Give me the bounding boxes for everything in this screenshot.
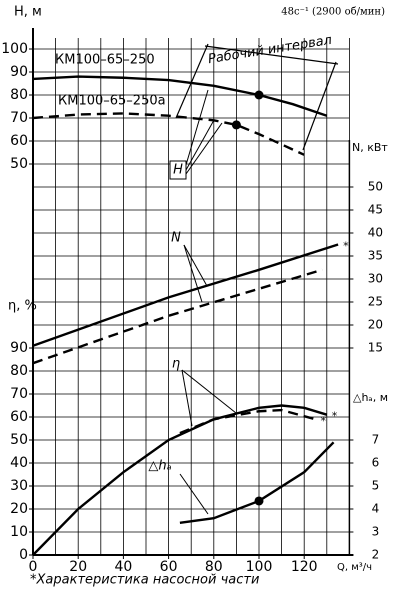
- interval-leg: [175, 43, 209, 119]
- y2-tick-label: 2: [372, 548, 380, 562]
- y-tick-label: 90: [10, 340, 28, 356]
- y-tick-label: 30: [10, 478, 28, 494]
- interval-bracket: [204, 45, 339, 65]
- y-tick-label: 10: [10, 524, 28, 540]
- y-tick-label: 20: [10, 501, 28, 517]
- x-tick-label: 60: [160, 559, 178, 575]
- y-axis-label: H, м: [14, 5, 42, 20]
- y2-tick-label: 5: [372, 479, 380, 493]
- y2-tick-label: 40: [368, 226, 383, 240]
- y-tick-label: 50: [10, 432, 28, 448]
- x-axis-label: Q, м³/ч: [337, 562, 372, 573]
- x-tick-label: 80: [205, 559, 223, 575]
- speed-header: 48c⁻¹ (2900 об/мин): [281, 7, 385, 18]
- curve: [179, 408, 316, 435]
- y2-tick-label: 6: [372, 456, 380, 470]
- y-axis-label: η, %: [8, 299, 37, 314]
- y2-tick-label: 7: [372, 433, 380, 447]
- annotation: Рабочий интервал: [207, 33, 333, 67]
- arrow: [181, 369, 193, 427]
- y-tick-label: 80: [10, 363, 28, 379]
- curve: [32, 75, 328, 117]
- y2-tick-label: 4: [372, 502, 380, 516]
- grid: [32, 38, 350, 556]
- y-tick-label: 0: [19, 547, 28, 563]
- arrow: [183, 244, 203, 303]
- y2-tick-label: 20: [368, 318, 383, 332]
- operating-point: [231, 120, 241, 130]
- x-tick-label: 120: [291, 559, 318, 575]
- y-tick-label: 70: [10, 110, 28, 126]
- curve: [32, 268, 323, 365]
- y-tick-label: 100: [1, 41, 28, 57]
- interval-leg: [302, 61, 337, 151]
- annotation: η: [172, 357, 180, 372]
- footnote: *Характеристика насосной части: [30, 573, 259, 588]
- curve: [32, 243, 339, 347]
- y2-tick-label: 50: [368, 180, 383, 194]
- arrow: [185, 119, 215, 171]
- y-tick-label: 50: [10, 156, 28, 172]
- arrow: [185, 122, 223, 175]
- annotation: H: [173, 163, 183, 178]
- y-tick-label: 60: [10, 133, 28, 149]
- curve: [32, 404, 328, 556]
- y-tick-label: 70: [10, 386, 28, 402]
- y2-tick-label: 45: [368, 203, 383, 217]
- operating-point: [254, 496, 264, 506]
- annotation: N: [171, 231, 181, 246]
- y-tick-label: 90: [10, 64, 28, 80]
- curve: [32, 112, 305, 156]
- annotation: △hₐ: [148, 459, 171, 474]
- end-mark: *: [332, 410, 338, 423]
- arrow: [181, 369, 237, 414]
- x-tick-label: 0: [29, 559, 38, 575]
- y-tick-label: 60: [10, 409, 28, 425]
- series-label: КМ100–65–250а: [58, 94, 166, 109]
- y-tick-label: 40: [10, 455, 28, 471]
- y-tick-label: 80: [10, 87, 28, 103]
- y-axis-label: N, кВт: [352, 141, 388, 154]
- y2-tick-label: 3: [372, 525, 380, 539]
- series-label: КМ100–65–250: [55, 53, 155, 68]
- end-mark: *: [321, 414, 327, 427]
- curve: [179, 441, 335, 524]
- arrow: [179, 473, 209, 515]
- x-tick-label: 20: [69, 559, 87, 575]
- x-tick-label: 100: [246, 559, 273, 575]
- x-tick-label: 40: [114, 559, 132, 575]
- arrow: [185, 89, 209, 166]
- y2-tick-label: 35: [368, 249, 383, 263]
- operating-point: [254, 90, 264, 100]
- y2-tick-label: 15: [368, 341, 383, 355]
- end-mark: *: [343, 240, 349, 253]
- y2-tick-label: 25: [368, 295, 383, 309]
- y-axis-label: △hₐ, м: [353, 391, 388, 404]
- y2-tick-label: 30: [368, 272, 383, 286]
- arrow: [183, 244, 208, 287]
